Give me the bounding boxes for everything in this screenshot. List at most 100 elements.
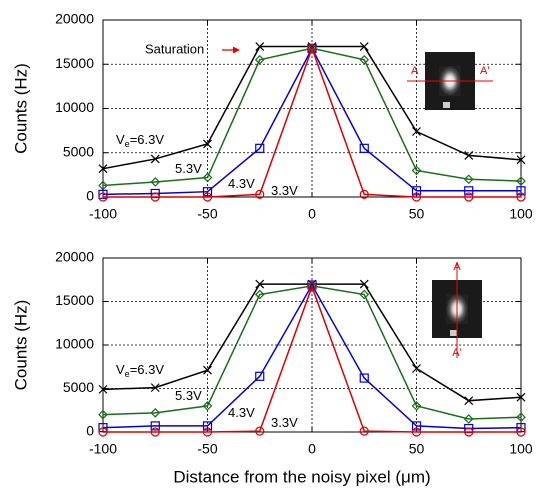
- marker: [307, 282, 317, 292]
- marker: [150, 177, 161, 187]
- marker: [516, 427, 526, 437]
- marker: [464, 150, 474, 160]
- marker: [412, 364, 421, 373]
- label-subscript: e: [125, 139, 130, 149]
- series-label: Ve=6.3V: [116, 132, 164, 149]
- marker: [516, 192, 526, 202]
- marker: [464, 192, 474, 202]
- series-label: 5.3V: [175, 161, 202, 176]
- arrow-head: [233, 46, 240, 54]
- marker: [412, 127, 421, 136]
- marker: [411, 165, 422, 176]
- marker: [411, 401, 422, 411]
- marker: [359, 373, 369, 383]
- series-label: 4.3V: [228, 176, 255, 191]
- x-tick-label: -100: [89, 206, 117, 222]
- marker: [307, 280, 317, 291]
- x-tick-label: 50: [409, 441, 425, 457]
- plot-frame: [102, 19, 522, 198]
- series-name: 5.3V: [175, 161, 202, 176]
- series-name: 4.3V: [228, 405, 255, 420]
- marker: [411, 427, 422, 437]
- marker: [463, 414, 474, 424]
- cut-start: A: [453, 261, 461, 273]
- marker: [307, 43, 317, 53]
- series-label: 5.3V: [175, 388, 202, 403]
- label-subscript: e: [125, 369, 130, 379]
- y-tick-label: 15000: [55, 292, 94, 308]
- x-axis-label: Distance from the noisy pixel (μm): [173, 467, 430, 486]
- y-axis-label: Counts (Hz): [11, 300, 30, 391]
- x-tick-label: 0: [308, 206, 316, 222]
- marker: [98, 427, 108, 437]
- marker: [255, 371, 265, 381]
- marker: [98, 189, 108, 199]
- series-name: 3.3V: [271, 183, 298, 198]
- cut-start: A: [411, 65, 419, 77]
- series-label: Ve=6.3V: [116, 362, 164, 379]
- marker: [464, 427, 474, 437]
- marker: [255, 279, 265, 289]
- x-tick-label: -50: [197, 441, 217, 457]
- y-tick-label: 15000: [55, 55, 94, 71]
- marker: [463, 174, 474, 185]
- marker: [255, 42, 265, 51]
- marker: [98, 180, 108, 191]
- x-tick-label: 100: [509, 206, 533, 222]
- series-label: 3.3V: [271, 415, 298, 430]
- marker: [359, 143, 369, 153]
- series-name: 6.3V: [137, 132, 164, 147]
- marker: [150, 421, 160, 431]
- marker: [255, 189, 265, 199]
- cut-end: A': [480, 65, 489, 77]
- marker: [254, 289, 265, 300]
- y-tick-label: 10000: [55, 336, 94, 352]
- marker: [255, 426, 265, 436]
- inset-dot: [443, 102, 450, 108]
- plot-frame: [102, 257, 522, 433]
- marker: [359, 54, 370, 65]
- y-axis-label: Counts (Hz): [11, 63, 30, 154]
- marker: [203, 365, 212, 375]
- y-tick-label: 0: [86, 188, 94, 204]
- marker: [98, 409, 108, 420]
- series-label: 4.3V: [228, 405, 255, 420]
- marker: [202, 172, 213, 183]
- marker: [359, 289, 370, 300]
- x-tick-label: 100: [509, 441, 533, 457]
- marker: [254, 54, 265, 65]
- marker: [150, 408, 161, 418]
- marker: [516, 176, 526, 186]
- y-tick-label: 5000: [63, 379, 94, 395]
- marker: [359, 42, 369, 51]
- marker: [150, 154, 160, 164]
- marker: [411, 186, 422, 196]
- x-tick-label: 50: [409, 206, 425, 222]
- label-prefix: V: [116, 132, 125, 147]
- inset-dot: [450, 330, 457, 336]
- series-line: [103, 46, 521, 198]
- marker: [98, 192, 108, 202]
- marker: [464, 186, 474, 196]
- marker: [359, 189, 369, 199]
- marker: [150, 383, 160, 393]
- marker: [255, 143, 265, 153]
- series-name: 5.3V: [175, 388, 202, 403]
- label-prefix: V: [116, 362, 125, 377]
- annotation: Saturation: [145, 41, 204, 56]
- marker: [150, 427, 160, 437]
- marker: [359, 426, 369, 436]
- marker: [202, 187, 213, 197]
- marker: [150, 192, 160, 202]
- y-tick-label: 10000: [55, 99, 94, 115]
- marker: [203, 139, 212, 149]
- series-name: 3.3V: [271, 415, 298, 430]
- y-tick-label: 20000: [55, 249, 94, 265]
- x-tick-label: 0: [308, 441, 316, 457]
- marker: [464, 396, 474, 406]
- label-sep: =: [130, 362, 138, 377]
- series-label: 3.3V: [271, 183, 298, 198]
- marker: [516, 392, 526, 402]
- marker: [411, 421, 422, 431]
